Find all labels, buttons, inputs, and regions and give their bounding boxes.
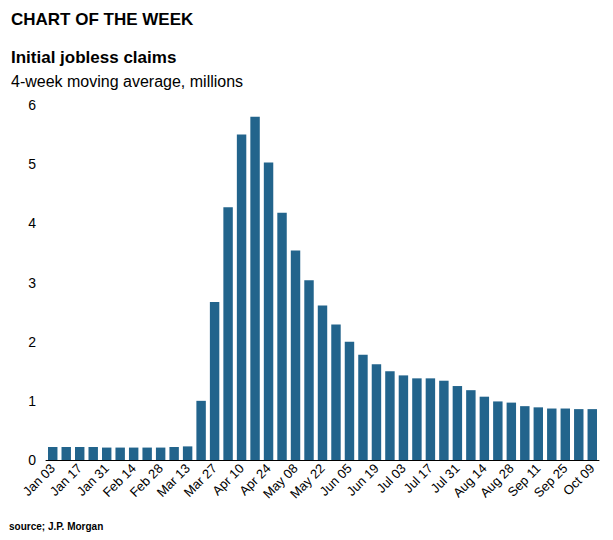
svg-text:Mar 27: Mar 27 [181,461,220,500]
svg-text:Sep 25: Sep 25 [531,461,571,501]
svg-text:CHART OF THE WEEK: CHART OF THE WEEK [11,10,194,29]
svg-text:4-week moving average, million: 4-week moving average, millions [11,73,243,90]
svg-text:Mar 13: Mar 13 [153,460,193,500]
svg-text:0: 0 [28,452,36,468]
svg-text:Oct 09: Oct 09 [560,461,598,499]
svg-text:3: 3 [28,275,36,291]
svg-text:Sep 11: Sep 11 [504,460,544,500]
svg-text:Jul 03: Jul 03 [374,461,409,496]
svg-text:Apr 10: Apr 10 [209,460,247,499]
svg-text:Initial jobless claims: Initial jobless claims [11,48,176,67]
svg-text:Aug 28: Aug 28 [476,460,517,501]
svg-text:Feb 28: Feb 28 [126,460,166,500]
svg-text:Jul 17: Jul 17 [401,461,436,496]
svg-text:source; J.P. Morgan: source; J.P. Morgan [9,521,103,532]
svg-text:5: 5 [28,156,36,172]
svg-text:Aug 14: Aug 14 [449,460,490,501]
svg-text:May 08: May 08 [260,460,301,502]
svg-text:Jan 31: Jan 31 [73,460,112,499]
svg-text:4: 4 [28,215,36,231]
svg-text:Apr 24: Apr 24 [236,460,274,499]
svg-text:May 22: May 22 [287,461,328,502]
svg-text:Jun 19: Jun 19 [344,461,382,499]
svg-text:6: 6 [28,97,36,113]
svg-text:Jun 05: Jun 05 [316,460,355,499]
svg-text:1: 1 [28,393,36,409]
svg-text:Jul 31: Jul 31 [427,460,463,496]
svg-text:Feb 14: Feb 14 [99,460,139,500]
svg-text:Jan 03: Jan 03 [19,460,58,499]
svg-text:2: 2 [28,334,36,350]
svg-text:Jan 17: Jan 17 [46,460,85,499]
